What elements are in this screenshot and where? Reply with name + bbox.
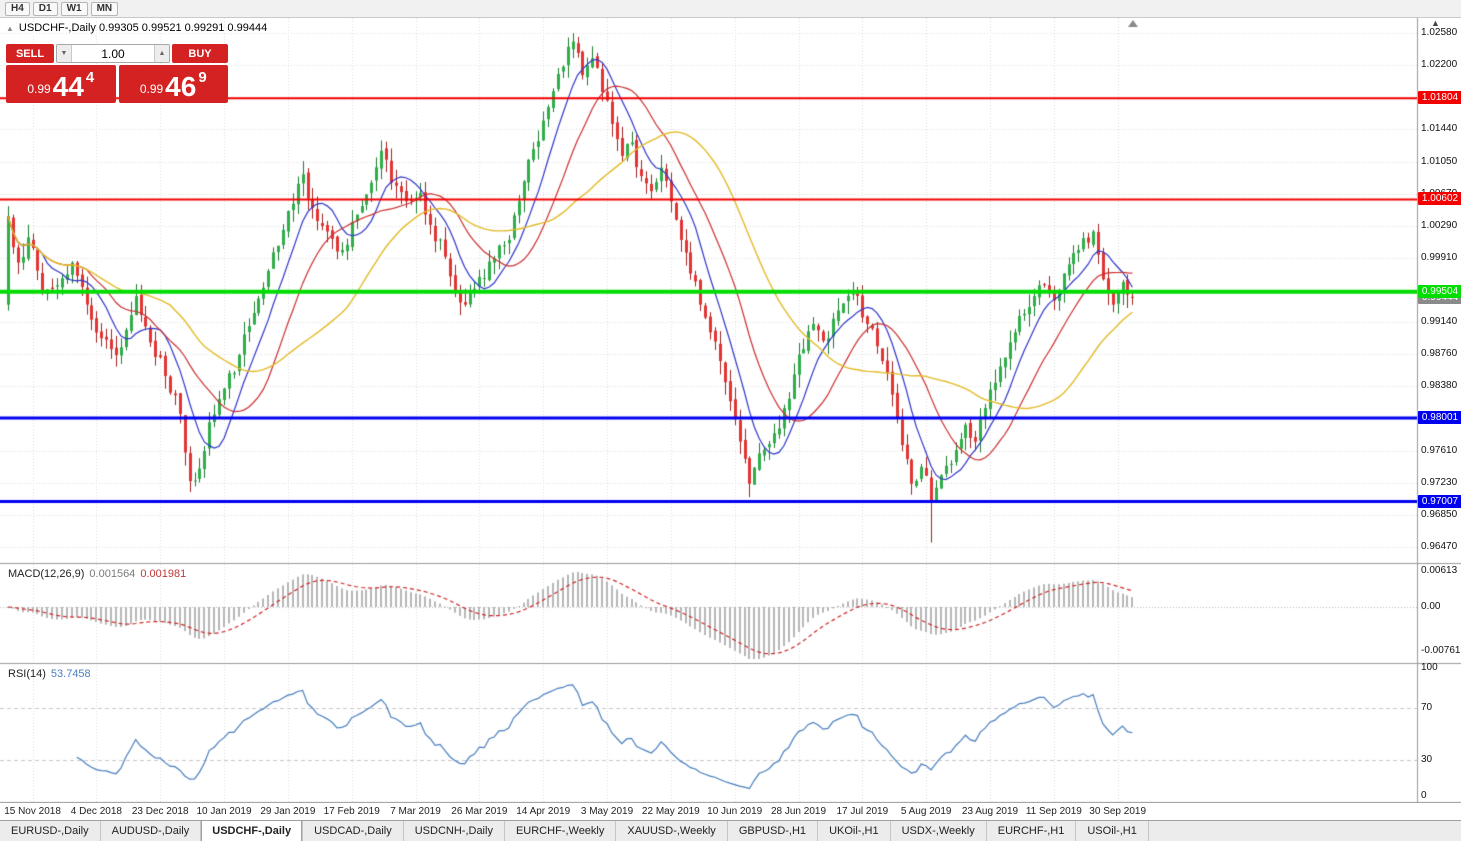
chart-title-bar: ▲ USDCHF-,Daily 0.99305 0.99521 0.99291 … — [6, 22, 267, 34]
time-axis-label: 7 Mar 2019 — [390, 806, 441, 817]
sell-price-button[interactable]: 0.99 44 4 — [6, 65, 116, 103]
price-axis-label: 1.01050 — [1421, 155, 1458, 167]
macd-axis-label: 0.00613 — [1421, 565, 1458, 577]
sell-price-pipette: 4 — [85, 69, 95, 86]
macd-name: MACD(12,26,9) — [8, 568, 85, 580]
volume-up-icon[interactable]: ▲ — [154, 45, 169, 62]
sell-price-digits: 44 — [52, 71, 84, 102]
chart-tab-usdcad-daily[interactable]: USDCAD-,Daily — [303, 821, 404, 841]
chart-tab-ukoil-h1[interactable]: UKOil-,H1 — [818, 821, 891, 841]
time-axis-label: 17 Feb 2019 — [323, 806, 380, 817]
macd-axis-label: 0.00 — [1421, 601, 1441, 612]
chart-tab-eurchf-h1[interactable]: EURCHF-,H1 — [986, 821, 1077, 841]
one-click-toggle-icon[interactable]: ▲ — [6, 23, 14, 33]
price-axis-label: 0.98760 — [1421, 348, 1458, 360]
price-axis-label: 0.97610 — [1421, 444, 1458, 456]
hline-price-badge: 1.01804 — [1418, 91, 1461, 105]
time-axis-label: 29 Jan 2019 — [260, 806, 316, 817]
macd-label: MACD(12,26,9) 0.001564 0.001981 — [8, 568, 191, 580]
rsi-axis-label: 100 — [1421, 662, 1438, 673]
time-axis-label: 14 Apr 2019 — [516, 806, 571, 817]
macd-value-main: 0.001564 — [89, 568, 136, 580]
price-axis-label: 0.99910 — [1421, 251, 1458, 263]
price-axis-label: 1.02580 — [1421, 27, 1458, 39]
rsi-axis-label: 30 — [1421, 754, 1433, 766]
chart-tab-usoil-h1[interactable]: USOil-,H1 — [1076, 821, 1149, 841]
time-axis-label: 23 Dec 2018 — [131, 806, 189, 817]
time-axis-label: 30 Sep 2019 — [1089, 806, 1147, 817]
chart-tab-xauusd-weekly[interactable]: XAUUSD-,Weekly — [616, 821, 728, 841]
rsi-axis-label: 0 — [1421, 790, 1427, 801]
chart-tab-eurusd-daily[interactable]: EURUSD-,Daily — [0, 821, 101, 841]
chart-tab-eurchf-weekly[interactable]: EURCHF-,Weekly — [504, 821, 617, 841]
chart-tab-bar: EURUSD-,Daily AUDUSD-,Daily USDCHF-,Dail… — [0, 820, 1461, 841]
time-axis-label: 28 Jun 2019 — [770, 806, 827, 817]
buy-price-button[interactable]: 0.99 46 9 — [118, 65, 228, 103]
volume-down-icon[interactable]: ▼ — [57, 45, 72, 62]
time-axis-label: 11 Sep 2019 — [1025, 806, 1082, 817]
timeframe-d1-button[interactable]: D1 — [32, 1, 58, 16]
price-axis-label: 0.99140 — [1421, 316, 1458, 328]
chart-tab-usdcnh-daily[interactable]: USDCNH-,Daily — [403, 821, 505, 841]
time-axis-label: 22 May 2019 — [641, 806, 700, 817]
price-axis-label: 0.98380 — [1421, 380, 1458, 392]
time-axis-label: 17 Jul 2019 — [836, 806, 889, 817]
buy-price-pipette: 9 — [198, 69, 207, 86]
time-axis[interactable]: 15 Nov 2018 4 Dec 2018 23 Dec 2018 10 Jan 2… — [0, 803, 1417, 820]
rsi-axis-label: 70 — [1421, 701, 1433, 713]
chart-tab-gbpusd-h1[interactable]: GBPUSD-,H1 — [727, 821, 819, 841]
buy-price-prefix: 0.99 — [139, 82, 164, 96]
sell-price-prefix: 0.99 — [27, 82, 51, 96]
chart-title: USDCHF-,Daily 0.99305 0.99521 0.99291 0.… — [18, 22, 268, 34]
hline-price-badge: 1.00602 — [1418, 192, 1461, 206]
price-axis-label: 1.02200 — [1421, 59, 1458, 71]
rsi-label: RSI(14) 53.7458 — [8, 668, 96, 680]
timeframe-w1-button[interactable]: W1 — [60, 1, 88, 16]
chart-corner-marker-icon: ▲ — [1431, 18, 1440, 28]
time-axis-label: 4 Dec 2018 — [70, 806, 122, 817]
time-axis-label: 3 May 2019 — [580, 806, 634, 817]
volume-input[interactable] — [72, 45, 154, 62]
hline-price-badge: 0.98001 — [1418, 411, 1461, 425]
hline-price-badge: 0.97007 — [1418, 494, 1461, 508]
chart-window: ▲ USDCHF-,Daily 0.99305 0.99521 0.99291 … — [0, 18, 1461, 820]
timeframe-mn-button[interactable]: MN — [90, 1, 119, 16]
time-axis-label: 26 Mar 2019 — [451, 806, 508, 817]
rsi-value: 53.7458 — [50, 668, 91, 680]
hline-price-badge: 0.99504 — [1418, 284, 1461, 298]
rsi-name: RSI(14) — [8, 668, 46, 680]
chart-tab-usdx-weekly[interactable]: USDX-,Weekly — [890, 821, 987, 841]
price-axis-label: 1.01440 — [1421, 122, 1458, 134]
price-axis-label: 0.97230 — [1421, 476, 1458, 488]
time-axis-label: 10 Jan 2019 — [196, 806, 252, 817]
buy-button[interactable]: BUY — [172, 44, 228, 63]
timeframe-h4-button[interactable]: H4 — [5, 1, 30, 16]
macd-value-signal: 0.001981 — [140, 568, 187, 580]
tab-bar-filler — [1149, 821, 1461, 841]
chart-canvas[interactable] — [0, 18, 1461, 803]
volume-stepper: ▼ ▲ — [56, 44, 170, 63]
price-axis-label: 0.96470 — [1421, 540, 1458, 552]
one-click-trading-panel: SELL ▼ ▲ BUY 0.99 44 4 0.99 46 9 — [6, 44, 228, 103]
sell-button[interactable]: SELL — [6, 44, 54, 63]
macd-axis-label: -0.00761 — [1421, 645, 1461, 657]
timeframe-toolbar: H4 D1 W1 MN — [0, 0, 1461, 18]
chart-tab-audusd-daily[interactable]: AUDUSD-,Daily — [100, 821, 202, 841]
price-axis-label: 1.00290 — [1421, 219, 1458, 231]
buy-price-digits: 46 — [165, 71, 197, 102]
price-axis-label: 0.96850 — [1421, 508, 1458, 520]
time-axis-label: 15 Nov 2018 — [4, 806, 61, 817]
time-axis-label: 5 Aug 2019 — [900, 806, 952, 817]
time-axis-label: 10 Jun 2019 — [707, 806, 763, 817]
time-axis-label: 23 Aug 2019 — [961, 806, 1019, 817]
chart-tab-usdchf-daily[interactable]: USDCHF-,Daily — [201, 821, 304, 841]
